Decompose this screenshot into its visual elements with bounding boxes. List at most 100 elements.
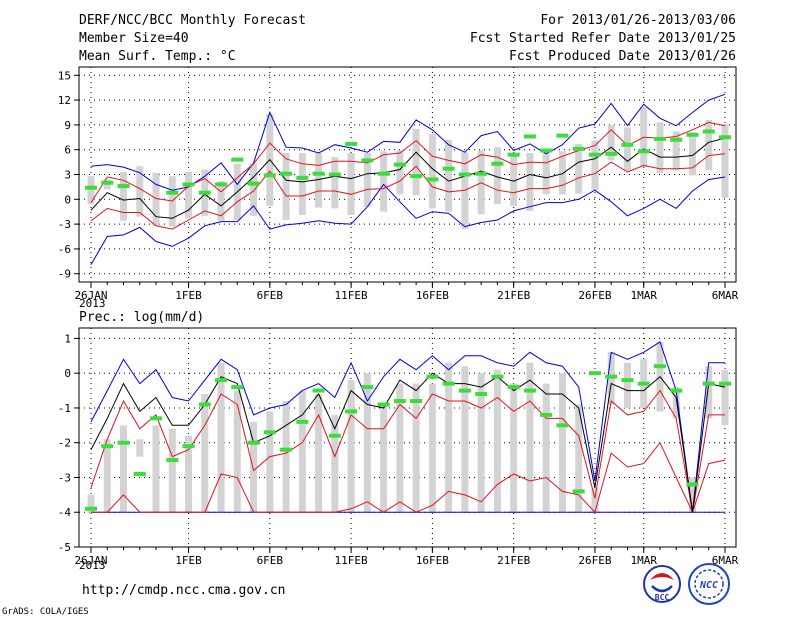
obs-marker (345, 141, 358, 146)
spread-bar (542, 153, 550, 195)
x-tick-label: 11FEB (335, 554, 368, 567)
spread-bar (347, 380, 355, 513)
obs-marker (588, 152, 601, 157)
spread-bar (412, 383, 420, 513)
temperature-grid (79, 67, 736, 282)
spread-bar (266, 411, 274, 513)
spread-bar (201, 394, 209, 513)
obs-marker (540, 412, 553, 417)
spread-bar (705, 366, 713, 419)
spread-bar (672, 387, 680, 419)
obs-marker (312, 171, 325, 176)
spread-bar (347, 153, 355, 216)
header-period: For 2013/01/26-2013/03/06 (540, 13, 736, 28)
y-tick-label: -4 (58, 506, 72, 519)
spread-bar (558, 151, 566, 195)
obs-marker (231, 385, 244, 390)
obs-marker (605, 374, 618, 379)
precip-lines (90, 341, 726, 514)
y-tick-label: -5 (58, 541, 71, 554)
spread-bar (688, 132, 696, 176)
spread-bar (428, 133, 436, 209)
obs-marker (182, 182, 195, 187)
spread-bar (461, 366, 469, 513)
x-tick-label: 21FEB (497, 289, 530, 302)
spread-bar (721, 369, 729, 426)
obs-marker (280, 171, 293, 176)
y-tick-label: 1 (64, 332, 71, 345)
x-tick-label: 16FEB (416, 289, 449, 302)
x-tick-label: 26FEB (578, 554, 611, 567)
spread-bar (250, 421, 258, 513)
obs-marker (410, 174, 423, 179)
header-member-size: Member Size=40 (79, 31, 189, 46)
spread-bar (185, 172, 193, 219)
precip-x-ticks: 26JAN 1FEB 6FEB 11FEB 16FEB 21FEB 26FEB 1MAR 6MA… (74, 547, 739, 567)
spread-bar (168, 428, 176, 513)
obs-marker (426, 177, 439, 182)
series-p25-line (90, 153, 726, 230)
spread-bar (412, 129, 420, 196)
spread-bar (298, 390, 306, 513)
spread-bar (315, 394, 323, 513)
obs-marker (150, 416, 163, 421)
obs-marker (198, 402, 211, 407)
y-tick-label: 3 (64, 169, 71, 182)
obs-marker (247, 440, 260, 445)
obs-marker (442, 166, 455, 171)
series-max-line (90, 93, 726, 191)
spread-bar (591, 140, 599, 191)
obs-marker (491, 374, 504, 379)
spread-bar (87, 176, 95, 205)
obs-marker (686, 132, 699, 137)
spread-bar (705, 119, 713, 171)
obs-marker (507, 385, 520, 390)
obs-marker (540, 148, 553, 153)
obs-marker (458, 388, 471, 393)
spread-bar (510, 383, 518, 513)
spread-bar (656, 122, 664, 173)
ncc-logo-text: NCC (699, 580, 718, 591)
x-tick-label: 6MAR (712, 289, 739, 302)
obs-marker (117, 440, 130, 445)
spread-bar (380, 404, 388, 513)
spread-bar (445, 139, 453, 212)
spread-bar (152, 425, 160, 513)
series-p25-line (90, 389, 725, 513)
obs-marker (523, 134, 536, 139)
footer-url[interactable]: http://cmdp.ncc.cma.gov.cn (82, 583, 286, 598)
spread-bar (396, 383, 404, 513)
spread-bar (477, 373, 485, 513)
y-tick-label: 0 (64, 367, 71, 380)
header-produced-date: Fcst Produced Date 2013/01/26 (509, 49, 736, 64)
bcc-logo-swirl-icon (650, 573, 674, 580)
obs-marker (719, 135, 731, 140)
obs-marker (133, 472, 146, 476)
obs-marker (247, 181, 260, 186)
precip-grid (79, 328, 736, 548)
spread-bar (152, 172, 160, 226)
obs-marker (702, 381, 715, 386)
x-tick-label: 1MAR (630, 289, 657, 302)
obs-marker (637, 149, 650, 154)
spread-bar (87, 494, 95, 513)
obs-marker (101, 444, 114, 449)
spread-bar (542, 383, 550, 513)
x-tick-label: 1MAR (630, 554, 657, 567)
spread-bar (623, 362, 631, 408)
obs-marker (182, 444, 195, 449)
spread-bar (672, 131, 680, 171)
spread-bar (315, 153, 323, 208)
obs-marker (263, 430, 276, 435)
obs-marker (377, 402, 390, 407)
y-tick-label: 12 (58, 94, 71, 107)
obs-marker (85, 506, 97, 511)
obs-marker (491, 161, 504, 166)
series-p10-line (91, 441, 726, 514)
x-tick-label: 21FEB (497, 554, 530, 567)
precip-obs-markers (85, 364, 731, 511)
x-tick-label: 6MAR (712, 554, 739, 567)
spread-bar (623, 127, 631, 172)
spread-bar (607, 124, 615, 161)
spread-bar (331, 414, 339, 513)
